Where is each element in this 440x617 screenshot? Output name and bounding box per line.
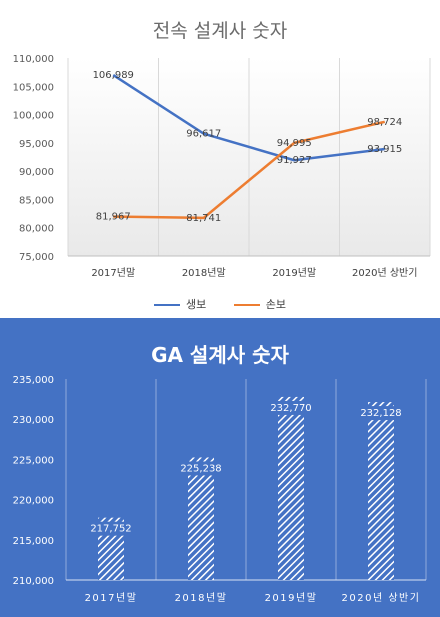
bar-y-tick-label: 230,000 xyxy=(13,415,54,426)
legend-label-life: 생보 xyxy=(186,298,207,311)
series-line-nonlife xyxy=(113,120,386,220)
line-data-label: 94,995 xyxy=(277,138,312,149)
bar-x-tick-label: 2017년말 xyxy=(85,592,138,604)
line-chart-svg: 75,000 80,000 85,000 90,000 95,000 100,000 105… xyxy=(13,54,431,279)
bar-x-tick-label: 2019년말 xyxy=(265,592,318,604)
legend-label-nonlife: 손보 xyxy=(265,298,286,311)
bar-label-background xyxy=(89,521,133,536)
line-y-tick-label: 100,000 xyxy=(13,111,54,122)
top-chart-panel: 전속 설계사 숫자 75,000 80,000 85,000 90,000 95,000… xyxy=(0,20,440,312)
bar xyxy=(368,402,394,580)
bar-label-background xyxy=(359,406,403,421)
line-data-label: 96,617 xyxy=(186,129,221,140)
line-y-tick-label: 80,000 xyxy=(19,224,54,235)
bar xyxy=(278,396,304,580)
line-x-tick-label: 2018년말 xyxy=(182,267,226,279)
bar-y-tick-label: 215,000 xyxy=(13,536,54,547)
legend-swatch-nonlife xyxy=(233,304,260,306)
line-data-label: 81,741 xyxy=(186,213,221,224)
line-data-label: 106,989 xyxy=(93,70,134,81)
bottom-chart-panel: GA 설계사 숫자 210,000 215,000 220,000 225,000 23… xyxy=(0,318,440,617)
line-chart-legend: 생보 손보 xyxy=(0,296,440,312)
line-y-tick-label: 75,000 xyxy=(19,252,54,263)
bar-data-label: 232,770 xyxy=(270,403,311,414)
bar-data-label: 217,752 xyxy=(90,524,131,535)
bar-label-background xyxy=(179,461,223,476)
bar-data-label: 232,128 xyxy=(360,408,401,419)
bar-x-tick-label: 2018년말 xyxy=(175,592,228,604)
line-x-tick-label: 2020년 상반기 xyxy=(352,267,417,279)
bar-y-tick-label: 220,000 xyxy=(13,496,54,507)
bar-chart-svg: 210,000 215,000 220,000 225,000 230,000 235,0… xyxy=(13,375,427,604)
line-x-tick-label: 2019년말 xyxy=(272,267,316,279)
line-data-label: 81,967 xyxy=(96,212,131,223)
bar-y-tick-label: 225,000 xyxy=(13,455,54,466)
legend-item-life: 생보 xyxy=(154,296,206,312)
line-chart-title: 전속 설계사 숫자 xyxy=(152,20,288,42)
line-y-tick-label: 85,000 xyxy=(19,195,54,206)
bar xyxy=(188,457,214,580)
line-data-label: 93,915 xyxy=(367,144,402,155)
line-x-tick-label: 2017년말 xyxy=(91,267,135,279)
line-y-tick-label: 95,000 xyxy=(19,139,54,150)
bar-label-background xyxy=(269,400,313,415)
line-y-tick-label: 90,000 xyxy=(19,167,54,178)
legend-item-nonlife: 손보 xyxy=(233,296,286,312)
bar-data-label: 225,238 xyxy=(180,463,221,474)
bar-x-tick-label: 2020년 상반기 xyxy=(342,592,421,604)
bar-y-tick-label: 210,000 xyxy=(13,576,54,587)
legend-swatch-life xyxy=(154,304,180,306)
line-data-label: 91,927 xyxy=(277,155,312,166)
line-y-tick-label: 105,000 xyxy=(13,82,54,93)
bar-y-tick-label: 235,000 xyxy=(13,375,54,386)
bar-chart-title: GA 설계사 숫자 xyxy=(151,343,289,367)
line-y-tick-label: 110,000 xyxy=(13,54,54,65)
line-data-label: 98,724 xyxy=(367,117,402,128)
series-line-life xyxy=(112,73,385,162)
